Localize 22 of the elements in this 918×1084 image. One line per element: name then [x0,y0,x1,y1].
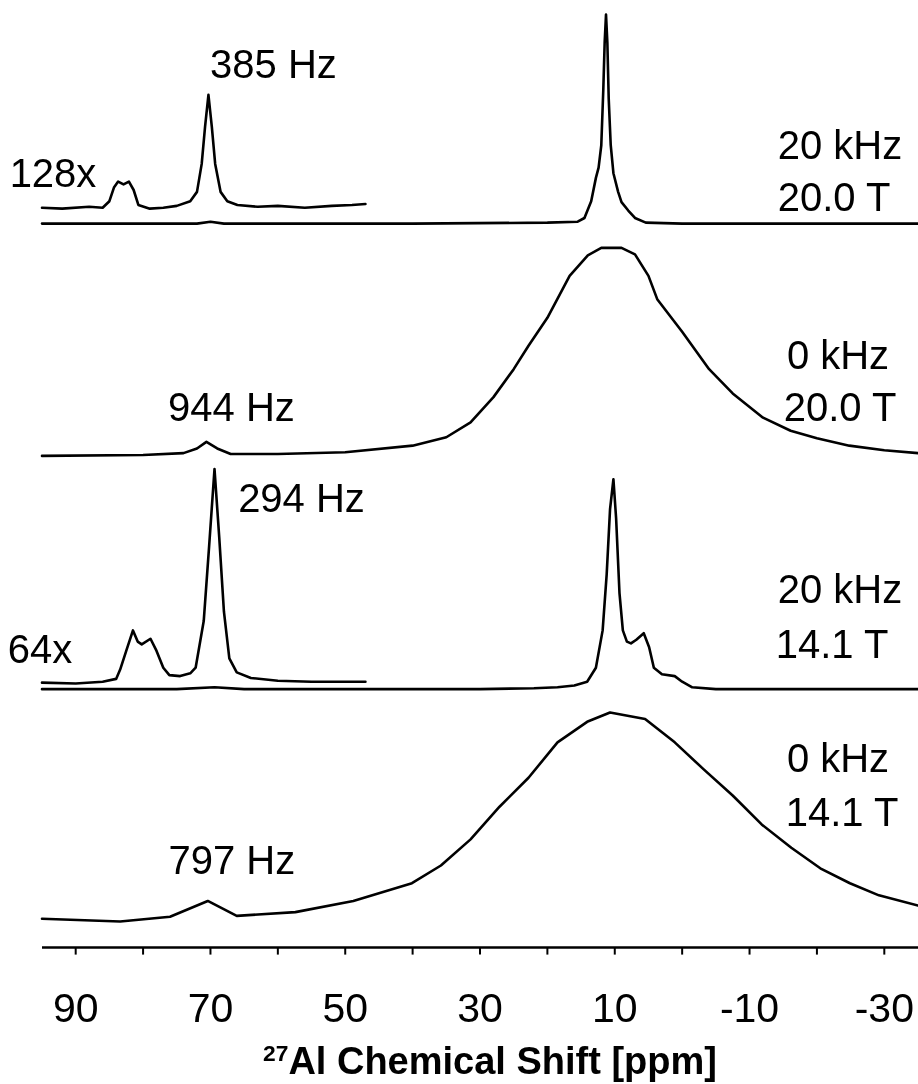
annotation: 20 kHz [777,567,903,611]
annotation: 64x [7,627,73,671]
annotation: 385 Hz [210,41,337,86]
annotation: 797 Hz [168,837,296,882]
x-tick-label: -10 [719,985,780,1031]
annotation: 294 Hz [238,475,365,520]
annotation: 14.1 T [775,622,889,666]
x-tick-label: 30 [457,985,503,1031]
annotation: 0 kHz [786,736,890,780]
annotation: 14.1 T [785,790,899,834]
x-tick-label: 90 [52,985,99,1031]
x-tick-label: 10 [591,985,638,1031]
x-tick-label: 70 [187,985,234,1031]
annotation: 128x [9,151,97,195]
annotation: 0 kHz [786,333,890,377]
x-axis-title: $^{27}$Al Chemical Shift [ppm] [263,1040,717,1082]
x-tick-label: 50 [322,985,369,1031]
annotation: 944 Hz [168,384,295,429]
annotation: 20 kHz [777,123,903,167]
x-tick-label: -30 [854,985,914,1031]
annotation: 20.0 T [783,385,897,429]
annotation: 20.0 T [777,175,891,219]
